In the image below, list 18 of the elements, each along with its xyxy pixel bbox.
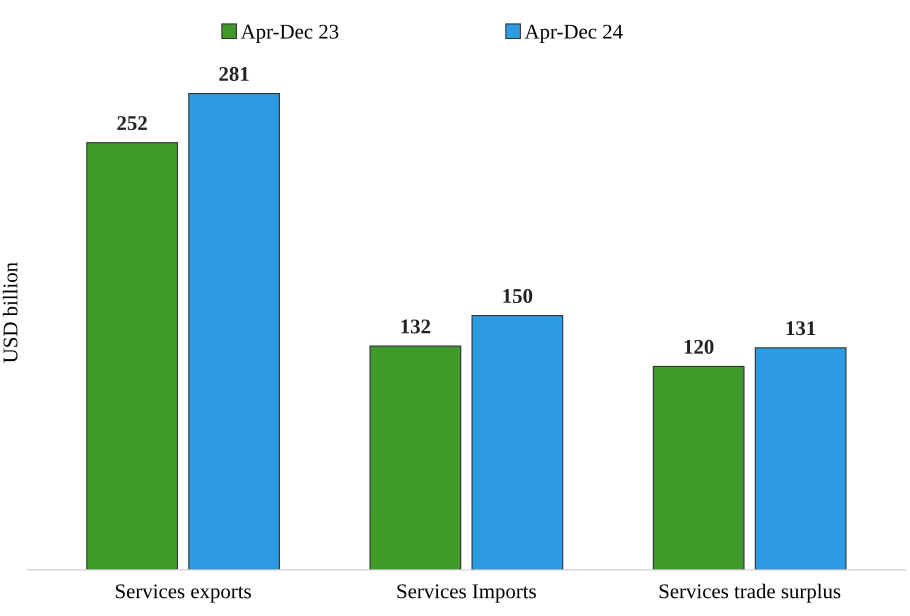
data-label: 281 <box>219 66 249 81</box>
data-label: 150 <box>503 288 532 304</box>
legend-label: Apr-Dec 23 <box>240 24 338 43</box>
bar <box>370 346 462 570</box>
bar <box>652 366 745 570</box>
data-label: 132 <box>401 320 430 334</box>
data-label: 120 <box>684 340 714 354</box>
data-label: 252 <box>117 116 147 130</box>
x-tick-label: Services exports <box>116 584 251 603</box>
bar <box>754 347 847 570</box>
y-axis-title: USD billion <box>2 262 18 363</box>
x-tick-label: Services Imports <box>397 584 536 603</box>
bar <box>86 142 178 570</box>
data-label: 131 <box>786 321 816 336</box>
legend-label: Apr-Dec 24 <box>524 24 623 43</box>
bar <box>471 315 564 570</box>
x-tick-label: Services trade surplus <box>660 584 840 603</box>
bar <box>188 92 280 570</box>
